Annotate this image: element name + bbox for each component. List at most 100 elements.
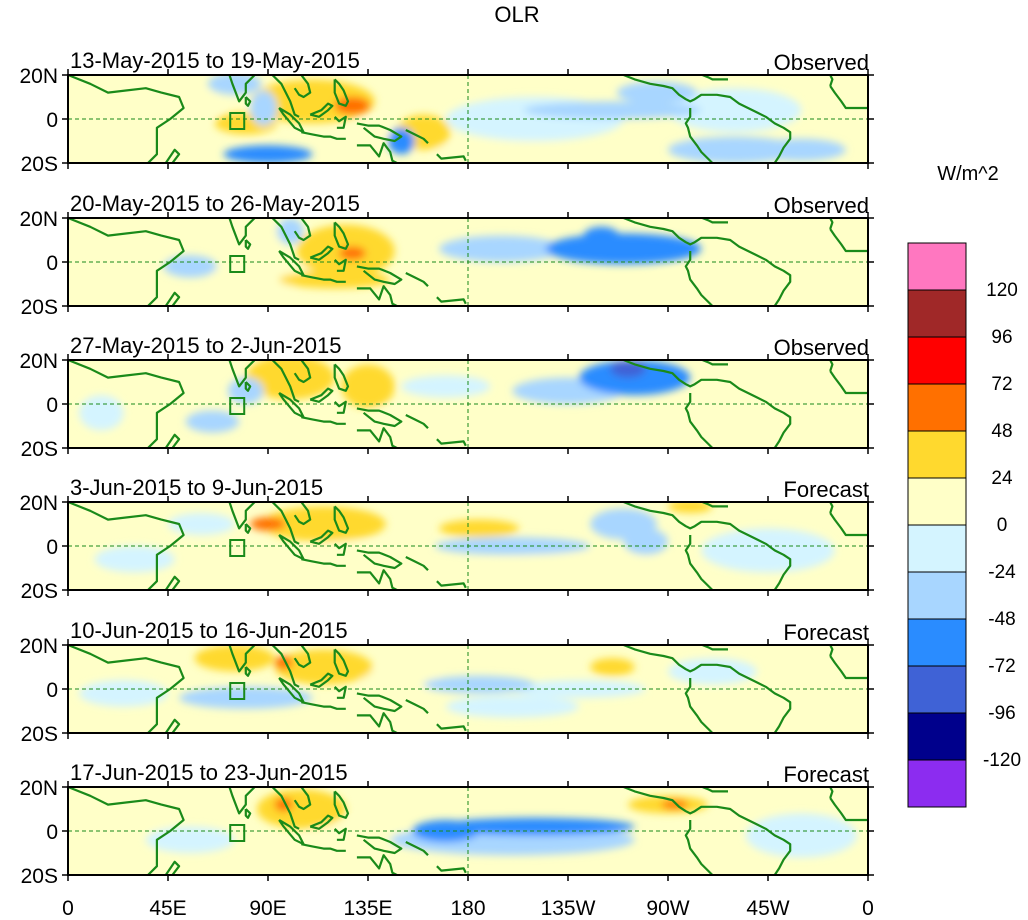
map-panel: 20N 0 20S 10-Jun-2015 to 16-Jun-2015 Forecas… xyxy=(19,618,874,746)
coastline xyxy=(405,556,429,571)
anomaly-region xyxy=(179,686,313,709)
coastline xyxy=(356,692,403,713)
anomaly-region xyxy=(388,127,415,155)
coastline xyxy=(293,502,312,526)
coastline xyxy=(293,787,312,811)
y-tick-label: 20S xyxy=(21,723,58,746)
colorbar-tick-label: -96 xyxy=(988,703,1015,724)
coastline xyxy=(293,645,312,669)
anomaly-region xyxy=(590,658,635,676)
coastline xyxy=(301,843,346,852)
coastline xyxy=(244,96,252,107)
anomaly-region xyxy=(701,528,835,573)
coastline xyxy=(190,787,300,830)
coastline xyxy=(164,433,181,448)
anomaly-region xyxy=(439,519,520,538)
anomaly-region xyxy=(341,364,395,409)
map-panel: 20N 0 20S 27-May-2015 to 2-Jun-2015 Observed xyxy=(19,333,874,461)
coastline xyxy=(301,274,346,283)
panel-period: 20-May-2015 to 26-May-2015 xyxy=(70,191,360,216)
coastline xyxy=(829,360,834,372)
x-tick-label: 45E xyxy=(149,897,186,920)
anomaly-region xyxy=(274,649,373,685)
coastline xyxy=(405,414,429,429)
colorbar-tick-label: 120 xyxy=(986,280,1018,301)
coastline xyxy=(333,258,347,272)
colorbar-swatch xyxy=(907,618,967,667)
y-tick-label: 0 xyxy=(46,821,58,844)
colorbar-tick-label: 48 xyxy=(991,421,1012,442)
anomaly-region xyxy=(250,90,277,126)
anomaly-region xyxy=(90,222,180,258)
coastline xyxy=(356,285,398,306)
colorbar-swatch xyxy=(907,383,967,432)
colorbar-tick-label: -48 xyxy=(988,609,1015,630)
chagos-box xyxy=(229,824,246,842)
panel-status: Observed xyxy=(774,193,869,218)
coastline xyxy=(190,645,300,688)
anomaly-region xyxy=(583,226,620,245)
panel-period: 13-May-2015 to 19-May-2015 xyxy=(70,48,360,73)
coastline xyxy=(309,529,334,545)
coastlines xyxy=(68,645,868,733)
coastline xyxy=(829,645,834,657)
coastline xyxy=(684,535,714,590)
x-tick-label: 135E xyxy=(343,897,392,920)
colorbar-tick-label: -120 xyxy=(983,750,1021,771)
coastline xyxy=(829,797,868,822)
anomaly-region xyxy=(361,667,442,694)
panel-status: Observed xyxy=(774,335,869,360)
coastline xyxy=(333,685,347,699)
coastline xyxy=(436,580,467,589)
coastline xyxy=(829,502,834,514)
anomaly-region xyxy=(423,408,557,435)
anomaly-region xyxy=(228,377,264,404)
coastline xyxy=(309,102,334,118)
colorbar-swatch xyxy=(907,524,967,573)
y-tick-label: 0 xyxy=(46,109,58,132)
y-tick-label: 0 xyxy=(46,536,58,559)
coastline xyxy=(405,841,429,856)
coastline xyxy=(623,645,792,733)
coastline xyxy=(356,549,403,570)
coastline xyxy=(829,370,868,395)
coastline xyxy=(190,360,300,403)
colorbar-tick-label: -24 xyxy=(988,562,1016,583)
coastline xyxy=(333,400,347,414)
coastline xyxy=(356,427,398,448)
colorbar-tick-label: -72 xyxy=(988,656,1015,677)
panel-status: Forecast xyxy=(783,762,869,787)
coastline xyxy=(829,512,868,537)
coastline xyxy=(333,542,347,556)
coastlines xyxy=(68,502,868,590)
coastline xyxy=(436,438,467,447)
chagos-box xyxy=(229,397,246,415)
anomaly-region xyxy=(439,235,564,262)
anomaly-region xyxy=(208,75,262,95)
coastline xyxy=(436,865,467,874)
anomaly-region xyxy=(308,822,406,849)
panel-period: 10-Jun-2015 to 16-Jun-2015 xyxy=(70,618,348,643)
coastline xyxy=(699,360,728,366)
anomaly-region xyxy=(445,695,580,718)
anomaly-region xyxy=(745,813,857,858)
colorbar-swatch xyxy=(907,336,967,385)
coastline xyxy=(301,701,346,710)
y-tick-label: 20S xyxy=(21,580,58,603)
coastline xyxy=(356,712,398,733)
anomaly-region xyxy=(545,233,702,265)
x-tick-label: 180 xyxy=(450,897,485,920)
coastline xyxy=(623,218,792,306)
coastline xyxy=(436,723,467,732)
anomaly-region xyxy=(334,97,371,115)
colorbar-swatch xyxy=(907,242,967,291)
coastline xyxy=(684,820,714,875)
y-tick-label: 20N xyxy=(19,350,58,373)
coastline xyxy=(244,808,252,819)
coastline xyxy=(244,381,252,392)
anomaly-region xyxy=(423,675,535,694)
colorbar-tick-label: 72 xyxy=(991,374,1012,395)
coastline xyxy=(405,272,429,287)
panel-period: 17-Jun-2015 to 23-Jun-2015 xyxy=(70,760,348,785)
